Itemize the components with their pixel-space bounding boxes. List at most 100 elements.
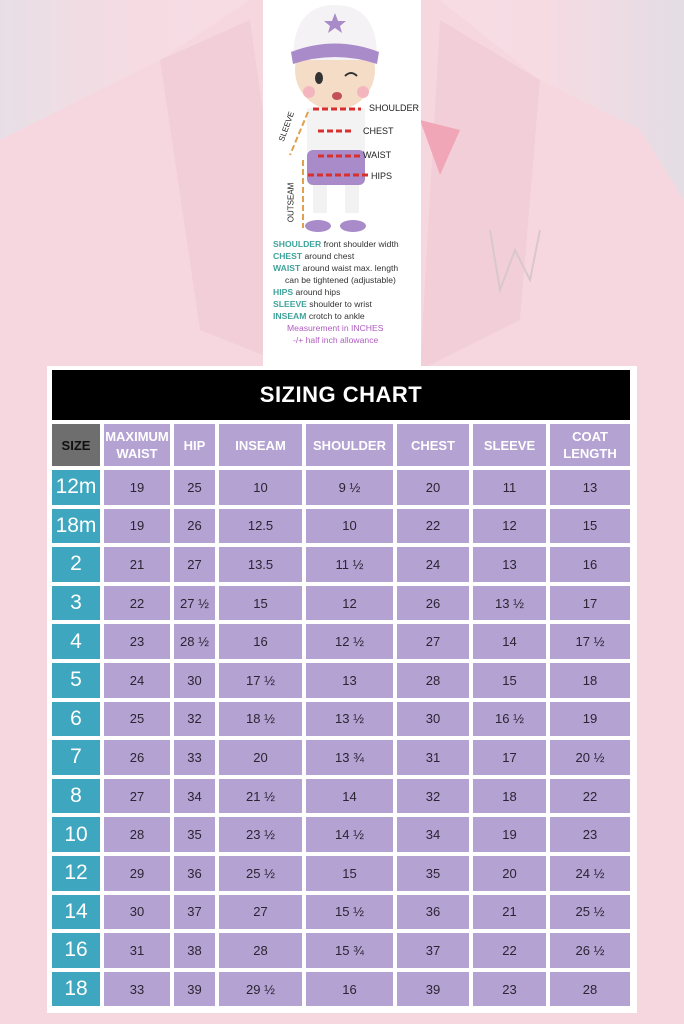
table-cell: 26 ½ bbox=[550, 933, 630, 968]
table-cell: 17 ½ bbox=[219, 662, 302, 698]
label-chest: CHEST bbox=[363, 126, 394, 136]
table-cell: 28 bbox=[550, 971, 630, 1007]
table-cell: 12.5 bbox=[219, 508, 302, 544]
size-label: 12m bbox=[52, 470, 100, 505]
label-waist: WAIST bbox=[363, 150, 392, 160]
table-cell: 28 bbox=[104, 817, 170, 852]
table-cell: 15 bbox=[550, 508, 630, 544]
column-header: HIP bbox=[174, 424, 215, 466]
table-cell: 30 bbox=[104, 894, 170, 930]
table-cell: 19 bbox=[473, 817, 546, 852]
size-label: 10 bbox=[52, 817, 100, 852]
table-cell: 36 bbox=[174, 855, 215, 891]
size-label: 7 bbox=[52, 740, 100, 775]
column-header: SIZE bbox=[52, 424, 100, 466]
table-cell: 20 ½ bbox=[550, 740, 630, 775]
measurement-definitions: SHOULDER front shoulder width CHEST arou… bbox=[273, 238, 399, 346]
table-cell: 27 ½ bbox=[174, 585, 215, 621]
size-label: 18 bbox=[52, 971, 100, 1007]
definition-hips: HIPS around hips bbox=[273, 287, 341, 297]
table-cell: 30 bbox=[397, 701, 469, 737]
table-cell: 15 bbox=[306, 855, 393, 891]
definition-waist: WAIST around waist max. length bbox=[273, 263, 399, 273]
table-cell: 24 bbox=[397, 547, 469, 582]
table-cell: 17 bbox=[473, 740, 546, 775]
table-cell: 15 bbox=[473, 662, 546, 698]
table-cell: 24 ½ bbox=[550, 855, 630, 891]
size-label: 14 bbox=[52, 894, 100, 930]
size-label: 2 bbox=[52, 547, 100, 582]
table-cell: 25 bbox=[174, 470, 215, 505]
table-cell: 21 bbox=[104, 547, 170, 582]
table-cell: 15 ½ bbox=[306, 894, 393, 930]
table-cell: 26 bbox=[397, 585, 469, 621]
table-cell: 13 bbox=[550, 470, 630, 505]
table-cell: 23 ½ bbox=[219, 817, 302, 852]
table-cell: 39 bbox=[174, 971, 215, 1007]
table-cell: 11 ½ bbox=[306, 547, 393, 582]
size-label: 16 bbox=[52, 933, 100, 968]
definition-shoulder: SHOULDER front shoulder width bbox=[273, 239, 399, 249]
size-label: 3 bbox=[52, 585, 100, 621]
table-cell: 13.5 bbox=[219, 547, 302, 582]
table-cell: 25 ½ bbox=[219, 855, 302, 891]
table-cell: 12 bbox=[473, 508, 546, 544]
label-shoulder: SHOULDER bbox=[369, 103, 420, 113]
table-cell: 21 bbox=[473, 894, 546, 930]
column-header: SHOULDER bbox=[306, 424, 393, 466]
table-cell: 14 bbox=[473, 624, 546, 659]
table-cell: 20 bbox=[219, 740, 302, 775]
table-cell: 32 bbox=[397, 778, 469, 814]
table-cell: 13 ½ bbox=[473, 585, 546, 621]
column-header: INSEAM bbox=[219, 424, 302, 466]
size-label: 6 bbox=[52, 701, 100, 737]
table-cell: 22 bbox=[473, 933, 546, 968]
table-cell: 35 bbox=[397, 855, 469, 891]
definition-chest: CHEST around chest bbox=[273, 251, 355, 261]
table-cell: 27 bbox=[104, 778, 170, 814]
size-label: 5 bbox=[52, 662, 100, 698]
column-header: COAT LENGTH bbox=[550, 424, 630, 466]
child-figure-illustration bbox=[289, 5, 379, 232]
table-cell: 20 bbox=[397, 470, 469, 505]
table-cell: 16 bbox=[219, 624, 302, 659]
table-cell: 25 ½ bbox=[550, 894, 630, 930]
table-cell: 21 ½ bbox=[219, 778, 302, 814]
table-cell: 34 bbox=[174, 778, 215, 814]
table-cell: 29 bbox=[104, 855, 170, 891]
table-cell: 18 ½ bbox=[219, 701, 302, 737]
table-cell: 27 bbox=[219, 894, 302, 930]
chart-title: SIZING CHART bbox=[52, 370, 630, 420]
table-cell: 33 bbox=[174, 740, 215, 775]
table-cell: 19 bbox=[104, 470, 170, 505]
table-cell: 22 bbox=[550, 778, 630, 814]
table-cell: 27 bbox=[397, 624, 469, 659]
table-cell: 31 bbox=[104, 933, 170, 968]
table-cell: 29 ½ bbox=[219, 971, 302, 1007]
table-cell: 11 bbox=[473, 470, 546, 505]
table-cell: 17 ½ bbox=[550, 624, 630, 659]
brooch-icon bbox=[489, 229, 541, 294]
measurement-guide: SHOULDER CHEST WAIST HIPS SLEEVE OUTSEAM… bbox=[263, 0, 421, 366]
table-cell: 26 bbox=[104, 740, 170, 775]
table-cell: 18 bbox=[473, 778, 546, 814]
table-cell: 28 ½ bbox=[174, 624, 215, 659]
table-cell: 13 bbox=[306, 662, 393, 698]
table-cell: 37 bbox=[397, 933, 469, 968]
table-cell: 13 ½ bbox=[306, 701, 393, 737]
table-cell: 19 bbox=[550, 701, 630, 737]
table-cell: 35 bbox=[174, 817, 215, 852]
table-cell: 28 bbox=[219, 933, 302, 968]
table-cell: 12 bbox=[306, 585, 393, 621]
table-cell: 22 bbox=[104, 585, 170, 621]
size-label: 12 bbox=[52, 855, 100, 891]
table-cell: 10 bbox=[306, 508, 393, 544]
sizing-table: SIZE MAXIMUM WAIST HIP INSEAM SHOULDER CHEST S… bbox=[52, 424, 630, 1007]
table-cell: 23 bbox=[104, 624, 170, 659]
units-note: Measurement in INCHES bbox=[287, 323, 384, 333]
table-cell: 34 bbox=[397, 817, 469, 852]
table-cell: 19 bbox=[104, 508, 170, 544]
table-cell: 22 bbox=[397, 508, 469, 544]
table-cell: 9 ½ bbox=[306, 470, 393, 505]
table-cell: 10 bbox=[219, 470, 302, 505]
